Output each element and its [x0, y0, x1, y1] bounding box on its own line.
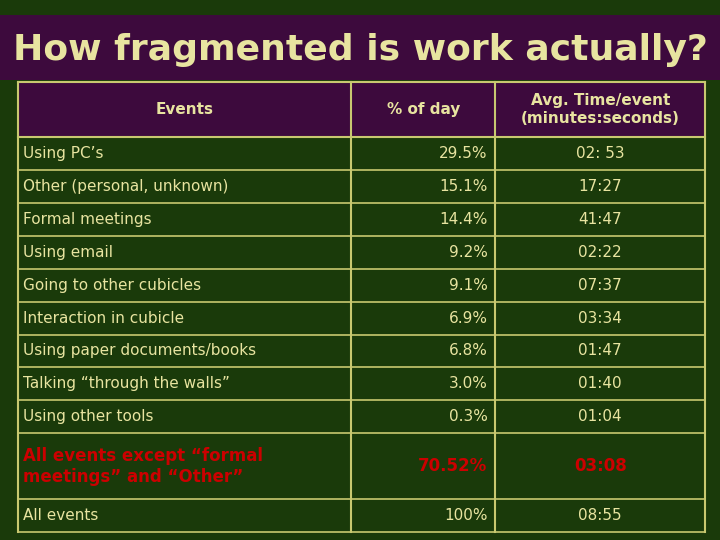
- FancyBboxPatch shape: [18, 236, 705, 269]
- Text: 6.9%: 6.9%: [449, 310, 487, 326]
- Text: 17:27: 17:27: [578, 179, 622, 194]
- Text: 15.1%: 15.1%: [439, 179, 487, 194]
- Text: 6.8%: 6.8%: [449, 343, 487, 359]
- Text: 02:22: 02:22: [578, 245, 622, 260]
- Text: Other (personal, unknown): Other (personal, unknown): [23, 179, 228, 194]
- Text: 01:04: 01:04: [578, 409, 622, 424]
- Text: 08:55: 08:55: [578, 508, 622, 523]
- Text: 03:34: 03:34: [578, 310, 622, 326]
- Text: 29.5%: 29.5%: [439, 146, 487, 161]
- Text: Using PC’s: Using PC’s: [23, 146, 104, 161]
- Text: All events: All events: [23, 508, 99, 523]
- Text: 9.1%: 9.1%: [449, 278, 487, 293]
- Text: Going to other cubicles: Going to other cubicles: [23, 278, 201, 293]
- Text: 07:37: 07:37: [578, 278, 622, 293]
- Text: Using other tools: Using other tools: [23, 409, 153, 424]
- FancyBboxPatch shape: [18, 137, 705, 170]
- Text: Interaction in cubicle: Interaction in cubicle: [23, 310, 184, 326]
- Text: 100%: 100%: [444, 508, 487, 523]
- Text: Formal meetings: Formal meetings: [23, 212, 152, 227]
- Text: 0.3%: 0.3%: [449, 409, 487, 424]
- FancyBboxPatch shape: [0, 0, 720, 80]
- Text: Events: Events: [156, 102, 214, 117]
- Text: 70.52%: 70.52%: [418, 457, 487, 475]
- Text: 01:47: 01:47: [578, 343, 622, 359]
- FancyBboxPatch shape: [18, 82, 705, 137]
- Text: Using paper documents/books: Using paper documents/books: [23, 343, 256, 359]
- FancyBboxPatch shape: [18, 400, 705, 433]
- FancyBboxPatch shape: [18, 170, 705, 203]
- Text: Talking “through the walls”: Talking “through the walls”: [23, 376, 230, 392]
- Text: Using email: Using email: [23, 245, 113, 260]
- Text: % of day: % of day: [387, 102, 460, 117]
- Text: Avg. Time/event
(minutes:seconds): Avg. Time/event (minutes:seconds): [521, 93, 680, 126]
- Text: 9.2%: 9.2%: [449, 245, 487, 260]
- FancyBboxPatch shape: [18, 367, 705, 400]
- Text: 03:08: 03:08: [574, 457, 626, 475]
- FancyBboxPatch shape: [18, 334, 705, 367]
- FancyBboxPatch shape: [18, 269, 705, 301]
- Text: 02: 53: 02: 53: [576, 146, 624, 161]
- FancyBboxPatch shape: [18, 499, 705, 532]
- FancyBboxPatch shape: [18, 301, 705, 334]
- FancyBboxPatch shape: [0, 0, 720, 15]
- Text: 14.4%: 14.4%: [439, 212, 487, 227]
- Text: 01:40: 01:40: [578, 376, 622, 392]
- Text: 41:47: 41:47: [578, 212, 622, 227]
- FancyBboxPatch shape: [18, 433, 705, 499]
- Text: How fragmented is work actually?: How fragmented is work actually?: [12, 33, 708, 67]
- Text: All events except “formal
meetings” and “Other”: All events except “formal meetings” and …: [23, 447, 263, 485]
- FancyBboxPatch shape: [18, 203, 705, 236]
- Text: 3.0%: 3.0%: [449, 376, 487, 392]
